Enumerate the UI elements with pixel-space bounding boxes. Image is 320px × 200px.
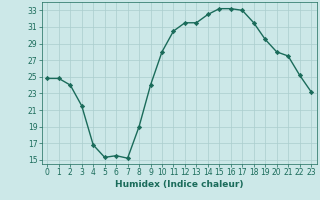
X-axis label: Humidex (Indice chaleur): Humidex (Indice chaleur) xyxy=(115,180,244,189)
